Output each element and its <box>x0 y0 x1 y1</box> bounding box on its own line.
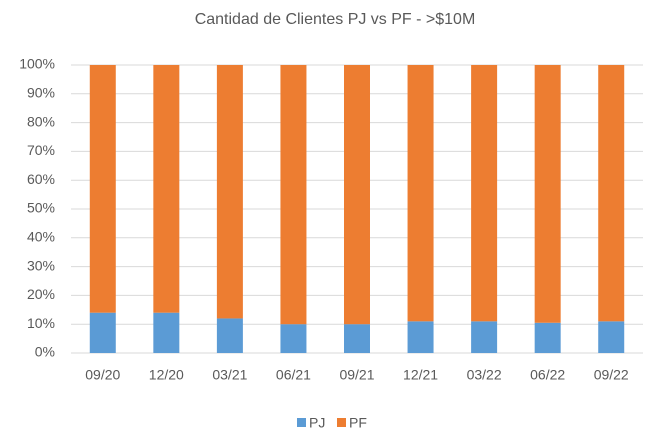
x-tick-label: 06/21 <box>276 367 311 383</box>
x-tick-label: 03/21 <box>212 367 247 383</box>
y-tick-label: 30% <box>27 257 55 273</box>
bar-segment <box>344 65 370 325</box>
bar-segment <box>153 312 180 353</box>
x-tick-label: 09/22 <box>594 367 629 383</box>
bar-segment <box>534 65 561 323</box>
y-tick-label: 20% <box>27 286 55 302</box>
legend-label: PF <box>349 415 367 430</box>
y-tick-label: 100% <box>19 56 55 72</box>
bar-segment <box>598 65 625 322</box>
y-tick-label: 80% <box>27 113 55 129</box>
legend-swatch <box>297 418 306 427</box>
bar-segment <box>216 318 243 353</box>
x-tick-label: 09/21 <box>339 367 374 383</box>
legend-label: PJ <box>309 415 325 430</box>
y-tick-label: 40% <box>27 229 55 245</box>
y-tick-label: 60% <box>27 171 55 187</box>
bar-segment <box>534 322 561 353</box>
bar-segment <box>471 65 498 322</box>
x-tick-label: 12/21 <box>403 367 438 383</box>
x-tick-label: 03/22 <box>467 367 502 383</box>
x-tick-label: 09/20 <box>85 367 120 383</box>
bar-segment <box>216 65 243 319</box>
bar-segment <box>407 321 434 353</box>
y-tick-label: 50% <box>27 200 55 216</box>
y-tick-label: 70% <box>27 142 55 158</box>
y-tick-label: 90% <box>27 85 55 101</box>
bar-segment <box>407 65 434 322</box>
chart-title: Cantidad de Clientes PJ vs PF - >$10M <box>195 11 476 28</box>
bar-segment <box>471 321 498 353</box>
y-tick-label: 0% <box>35 344 55 360</box>
bar-segment <box>153 65 180 313</box>
bar-segment <box>89 65 116 313</box>
bar-segment <box>344 324 370 353</box>
bar-segment <box>280 65 307 325</box>
bar-segment <box>598 321 625 353</box>
bar-segment <box>89 312 116 353</box>
y-tick-label: 10% <box>27 315 55 331</box>
x-tick-label: 06/22 <box>530 367 565 383</box>
legend-swatch <box>337 418 346 427</box>
x-tick-label: 12/20 <box>149 367 184 383</box>
bar-segment <box>280 324 307 353</box>
